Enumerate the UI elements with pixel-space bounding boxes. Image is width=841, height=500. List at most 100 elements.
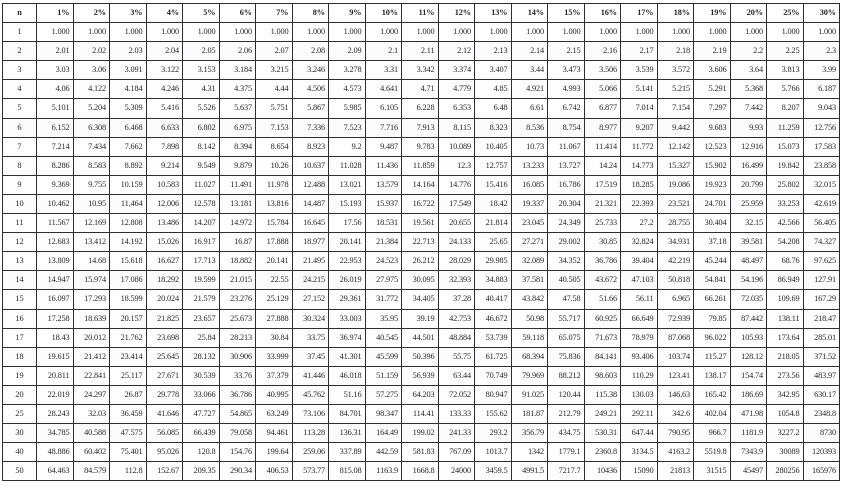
table-cell-value: 167.29 bbox=[802, 289, 840, 310]
table-cell-value: 50.818 bbox=[656, 270, 694, 291]
row-header-period: 6 bbox=[2, 117, 37, 138]
table-cell-value: 37.28 bbox=[437, 289, 475, 310]
table-cell-value: 5.215 bbox=[656, 79, 694, 100]
table-cell-value: 1342 bbox=[510, 442, 548, 463]
table-cell-value: 6.468 bbox=[109, 117, 147, 138]
table-cell-value: 103.74 bbox=[656, 346, 694, 367]
table-cell-value: 20.799 bbox=[729, 174, 767, 195]
table-cell-value: 10.159 bbox=[109, 174, 147, 195]
table-cell-value: 25.673 bbox=[218, 308, 256, 329]
table-cell-value: 8.754 bbox=[547, 117, 585, 138]
table-cell-value: 173.64 bbox=[766, 327, 804, 348]
table-cell-value: 6.633 bbox=[145, 117, 183, 138]
table-row: 1 1.000 1.000 1.000 1.000 1.000 1.000 1.000 1.00… bbox=[2, 22, 840, 43]
table-cell-value: 12.3 bbox=[437, 155, 475, 176]
table-cell-value: 406.53 bbox=[255, 461, 293, 482]
table-cell-value: 56.939 bbox=[401, 365, 439, 386]
table-cell-value: 8.286 bbox=[36, 155, 74, 176]
table-cell-value: 8.536 bbox=[510, 117, 548, 138]
table-cell-value: 1.000 bbox=[510, 22, 548, 43]
table-cell-value: 65.075 bbox=[547, 327, 585, 348]
table-cell-value: 23.045 bbox=[510, 213, 548, 234]
table-cell-value: 3.215 bbox=[255, 60, 293, 81]
table-row: 7 7.214 7.434 7.662 7.898 8.142 8.394 8.654 8.92… bbox=[2, 136, 840, 157]
table-cell-value: 75.401 bbox=[109, 442, 147, 463]
table-row: 5 5.101 5.204 5.309 5.416 5.526 5.637 5.751 5.86… bbox=[2, 98, 840, 119]
table-cell-value: 22.55 bbox=[255, 270, 293, 291]
table-cell-value: 56.405 bbox=[802, 213, 840, 234]
table-cell-value: 199.02 bbox=[401, 423, 439, 444]
table-cell-value: 5.416 bbox=[145, 98, 183, 119]
table-cell-value: 1.000 bbox=[766, 22, 804, 43]
table-cell-value: 98.603 bbox=[583, 365, 621, 386]
table-cell-value: 73.106 bbox=[291, 403, 329, 425]
table-cell-value: 10.462 bbox=[36, 193, 74, 215]
table-cell-value: 55.75 bbox=[437, 346, 475, 367]
table-cell-value: 2.04 bbox=[145, 41, 183, 62]
table-cell-value: 15.327 bbox=[656, 155, 694, 176]
table-cell-value: 46.018 bbox=[328, 365, 366, 386]
table-cell-value: 33.253 bbox=[766, 193, 804, 215]
table-cell-value: 17.888 bbox=[255, 232, 293, 253]
table-cell-value: 1779.1 bbox=[547, 442, 585, 463]
table-cell-value: 3.473 bbox=[547, 60, 585, 81]
table-cell-value: 4.06 bbox=[36, 79, 74, 100]
table-cell-value: 72.052 bbox=[437, 384, 475, 405]
table-cell-value: 11.436 bbox=[364, 155, 402, 176]
table-cell-value: 29.778 bbox=[145, 384, 183, 405]
table-cell-value: 6.742 bbox=[547, 98, 585, 119]
table-cell-value: 25.84 bbox=[182, 327, 220, 348]
table-cell-value: 14.164 bbox=[401, 174, 439, 195]
table-cell-value: 483.97 bbox=[802, 365, 840, 386]
table-cell-value: 29.002 bbox=[547, 232, 585, 253]
table-cell-value: 63.249 bbox=[255, 403, 293, 425]
row-header-period: 2 bbox=[2, 41, 37, 62]
table-cell-value: 16.097 bbox=[36, 289, 74, 310]
table-cell-value: 30.906 bbox=[218, 346, 256, 367]
table-cell-value: 68.76 bbox=[766, 251, 804, 272]
table-cell-value: 20.157 bbox=[109, 308, 147, 329]
table-cell-value: 4.506 bbox=[291, 79, 329, 100]
table-cell-value: 28.243 bbox=[36, 403, 74, 425]
row-header-period: 8 bbox=[2, 155, 37, 176]
table-cell-value: 11.027 bbox=[182, 174, 220, 195]
column-header-rate-19pct: 19% bbox=[693, 2, 731, 24]
table-cell-value: 3227.2 bbox=[766, 423, 804, 444]
table-cell-value: 40.995 bbox=[255, 384, 293, 405]
row-header-period: 5 bbox=[2, 98, 37, 119]
table-cell-value: 1668.8 bbox=[401, 461, 439, 482]
table-cell-value: 33.003 bbox=[328, 308, 366, 329]
table-cell-value: 34.352 bbox=[547, 251, 585, 272]
table-cell-value: 25.117 bbox=[109, 365, 147, 386]
table-cell-value: 573.77 bbox=[291, 461, 329, 482]
table-cell-value: 97.625 bbox=[802, 251, 840, 272]
table-cell-value: 186.69 bbox=[729, 384, 767, 405]
table-cell-value: 18.639 bbox=[72, 308, 110, 329]
table-cell-value: 5519.8 bbox=[693, 442, 731, 463]
table-cell-value: 22.393 bbox=[620, 193, 658, 215]
table-cell-value: 285.01 bbox=[802, 327, 840, 348]
table-cell-value: 80.947 bbox=[474, 384, 512, 405]
table-cell-value: 152.67 bbox=[145, 461, 183, 482]
table-cell-value: 2.18 bbox=[656, 41, 694, 62]
table-cell-value: 120.44 bbox=[547, 384, 585, 405]
table-cell-value: 8.323 bbox=[474, 117, 512, 138]
table-cell-value: 120.8 bbox=[182, 442, 220, 463]
table-cell-value: 2.08 bbox=[291, 41, 329, 62]
table-cell-value: 30.85 bbox=[583, 232, 621, 253]
table-cell-value: 7.153 bbox=[255, 117, 293, 138]
table-cell-value: 7.336 bbox=[291, 117, 329, 138]
table-cell-value: 32.15 bbox=[729, 213, 767, 234]
table-row: 50 64.463 84.579 112.8 152.67 209.35 290.34 406… bbox=[2, 461, 840, 482]
table-cell-value: 14.947 bbox=[36, 270, 74, 291]
table-row: 6 6.152 6.308 6.468 6.633 6.802 6.975 7.153 7.33… bbox=[2, 117, 840, 138]
table-cell-value: 21.015 bbox=[218, 270, 256, 291]
table-cell-value: 133.33 bbox=[437, 403, 475, 425]
table-cell-value: 7.442 bbox=[729, 98, 767, 119]
table-cell-value: 24000 bbox=[437, 461, 475, 482]
table-cell-value: 11.464 bbox=[109, 193, 147, 215]
table-cell-value: 15.073 bbox=[766, 136, 804, 157]
table-cell-value: 4.246 bbox=[145, 79, 183, 100]
table-cell-value: 5.985 bbox=[328, 98, 366, 119]
